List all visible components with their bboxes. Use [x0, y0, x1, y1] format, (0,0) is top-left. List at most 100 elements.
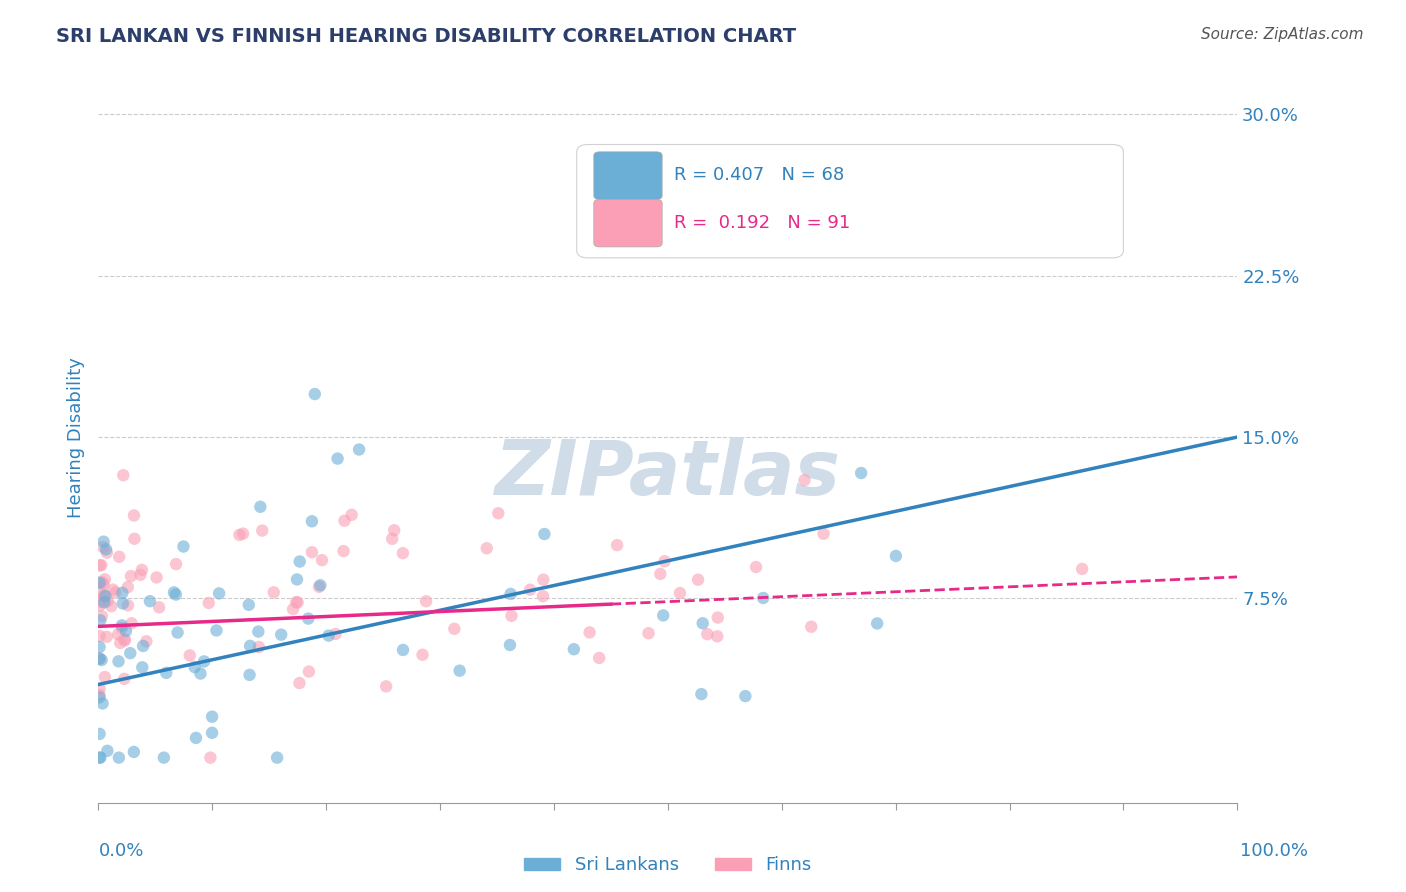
Point [107, 654, 129, 668]
Point [308, 580, 330, 594]
Point [91, 575, 114, 590]
Point [89, 582, 111, 596]
Point [706, 610, 728, 624]
Point [238, 598, 260, 612]
Point [96, 594, 118, 608]
FancyBboxPatch shape [593, 152, 662, 200]
Point [333, 514, 356, 528]
Point [100, 599, 122, 614]
Point [96, 545, 118, 559]
Point [287, 595, 309, 609]
Point [111, 597, 134, 611]
Point [325, 627, 347, 641]
Point [201, 726, 224, 740]
Point [93, 577, 115, 591]
Point [228, 528, 250, 542]
Point [89, 651, 111, 665]
Point [129, 567, 152, 582]
Point [200, 750, 222, 764]
Point [263, 585, 285, 599]
Point [93, 588, 115, 602]
Point [166, 625, 188, 640]
Point [89, 613, 111, 627]
Legend: Sri Lankans, Finns: Sri Lankans, Finns [517, 849, 818, 881]
Point [745, 560, 768, 574]
Point [252, 524, 274, 538]
Point [165, 557, 187, 571]
Point [94, 589, 117, 603]
Point [94, 670, 117, 684]
Point [239, 639, 262, 653]
Point [111, 621, 134, 635]
Point [148, 600, 170, 615]
Point [120, 646, 142, 660]
Point [650, 566, 672, 581]
Point [696, 627, 718, 641]
Point [89, 575, 111, 590]
Point [288, 554, 311, 568]
Point [884, 549, 907, 563]
Point [501, 608, 523, 623]
Point [297, 611, 319, 625]
Point [124, 532, 146, 546]
Point [415, 594, 437, 608]
Point [692, 616, 714, 631]
Point [412, 648, 434, 662]
Point [89, 629, 111, 643]
Text: Source: ZipAtlas.com: Source: ZipAtlas.com [1201, 27, 1364, 42]
Point [578, 625, 600, 640]
Text: R =  0.192   N = 91: R = 0.192 N = 91 [673, 214, 849, 233]
Point [163, 585, 186, 599]
Point [285, 595, 308, 609]
Point [531, 573, 554, 587]
Point [104, 585, 127, 599]
Point [499, 587, 522, 601]
Point [122, 745, 145, 759]
Point [89, 750, 111, 764]
Point [347, 442, 370, 457]
Point [89, 599, 111, 613]
Point [288, 676, 311, 690]
Point [499, 638, 522, 652]
Text: SRI LANKAN VS FINNISH HEARING DISABILITY CORRELATION CHART: SRI LANKAN VS FINNISH HEARING DISABILITY… [56, 27, 796, 45]
Point [449, 664, 471, 678]
Point [117, 599, 139, 613]
Point [131, 660, 153, 674]
Point [340, 508, 363, 522]
Point [121, 616, 143, 631]
Point [108, 549, 131, 564]
Point [94, 542, 117, 557]
Point [298, 665, 321, 679]
Point [201, 709, 224, 723]
Point [155, 665, 177, 680]
Point [375, 680, 398, 694]
Point [91, 540, 114, 554]
Point [813, 526, 835, 541]
Point [132, 639, 155, 653]
Point [139, 594, 162, 608]
Point [114, 632, 136, 647]
Point [122, 508, 145, 523]
Point [112, 468, 135, 483]
Point [301, 545, 323, 559]
Point [114, 633, 136, 648]
Text: 0.0%: 0.0% [98, 842, 143, 860]
Point [89, 558, 111, 573]
Point [249, 500, 271, 514]
Point [562, 642, 585, 657]
Point [208, 586, 231, 600]
Point [197, 596, 219, 610]
Text: R = 0.407   N = 68: R = 0.407 N = 68 [673, 166, 844, 185]
Point [111, 618, 134, 632]
Text: 100.0%: 100.0% [1240, 842, 1308, 860]
Point [145, 570, 167, 584]
Point [690, 687, 713, 701]
Point [304, 387, 326, 401]
Point [232, 526, 254, 541]
Point [301, 514, 323, 528]
Point [89, 750, 111, 764]
Point [120, 569, 142, 583]
Point [285, 573, 308, 587]
Point [311, 553, 333, 567]
Point [866, 616, 889, 631]
